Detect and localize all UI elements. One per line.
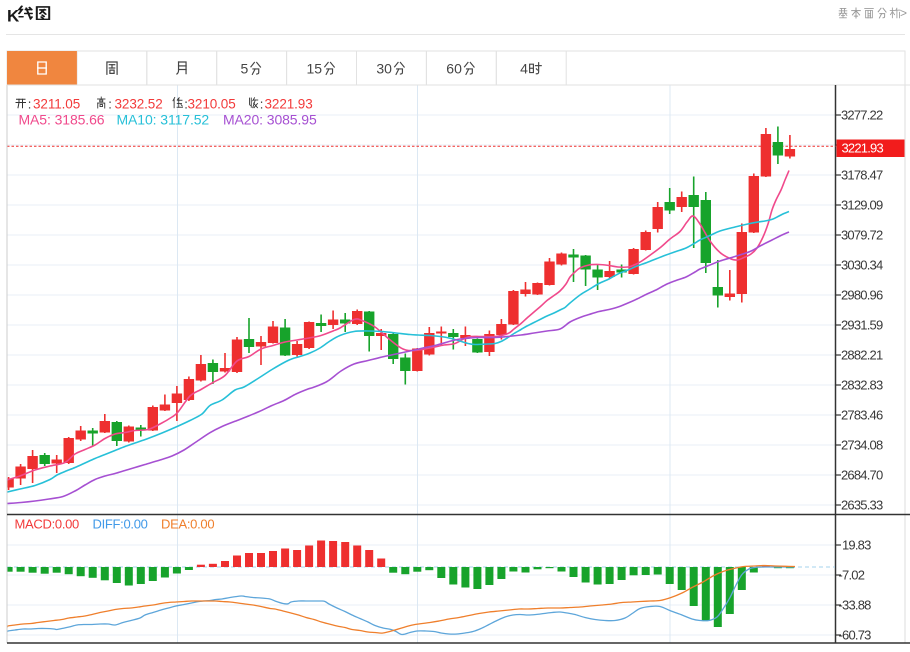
svg-text:2980.96: 2980.96 <box>841 288 883 303</box>
svg-text:4: 4 <box>520 61 528 77</box>
svg-text:3211.05: 3211.05 <box>33 97 80 112</box>
svg-text:-7.02: -7.02 <box>839 568 865 583</box>
svg-text::: : <box>108 97 111 112</box>
svg-text:3221.93: 3221.93 <box>265 97 313 112</box>
svg-text:3030.34: 3030.34 <box>841 258 883 273</box>
svg-text::: : <box>260 97 263 112</box>
svg-text:2684.70: 2684.70 <box>841 468 883 483</box>
svg-text:3277.22: 3277.22 <box>841 108 883 123</box>
svg-text:3129.09: 3129.09 <box>841 198 883 213</box>
svg-text:K: K <box>7 7 20 26</box>
svg-text:>: > <box>900 6 907 20</box>
svg-text:30: 30 <box>376 61 392 77</box>
svg-text:DEA:0.00: DEA:0.00 <box>161 517 214 532</box>
svg-text:-60.73: -60.73 <box>839 628 872 643</box>
svg-text:DIFF:0.00: DIFF:0.00 <box>93 517 148 532</box>
svg-text:3178.47: 3178.47 <box>841 168 883 183</box>
svg-text:MA5: 3185.66: MA5: 3185.66 <box>19 112 105 128</box>
svg-text:MA10: 3117.52: MA10: 3117.52 <box>117 112 210 128</box>
svg-text:MA20: 3085.95: MA20: 3085.95 <box>223 112 317 128</box>
svg-text:19.83: 19.83 <box>842 538 871 553</box>
svg-text:2882.21: 2882.21 <box>841 348 883 363</box>
svg-text:2635.33: 2635.33 <box>841 498 883 513</box>
svg-text:-33.88: -33.88 <box>839 598 872 613</box>
svg-text:5: 5 <box>241 61 249 77</box>
svg-text:2783.46: 2783.46 <box>841 408 883 423</box>
svg-text:2832.83: 2832.83 <box>841 378 883 393</box>
svg-text:3079.72: 3079.72 <box>841 228 883 243</box>
svg-text:15: 15 <box>307 61 323 77</box>
svg-text:2931.59: 2931.59 <box>841 318 883 333</box>
svg-text::: : <box>184 97 187 112</box>
svg-text:3221.93: 3221.93 <box>842 141 884 156</box>
svg-text:3232.52: 3232.52 <box>115 97 163 112</box>
svg-text:2734.08: 2734.08 <box>841 438 883 453</box>
svg-text:MACD:0.00: MACD:0.00 <box>15 517 80 532</box>
svg-text:60: 60 <box>446 61 462 77</box>
svg-text::: : <box>28 97 31 112</box>
svg-text:3210.05: 3210.05 <box>188 97 236 112</box>
